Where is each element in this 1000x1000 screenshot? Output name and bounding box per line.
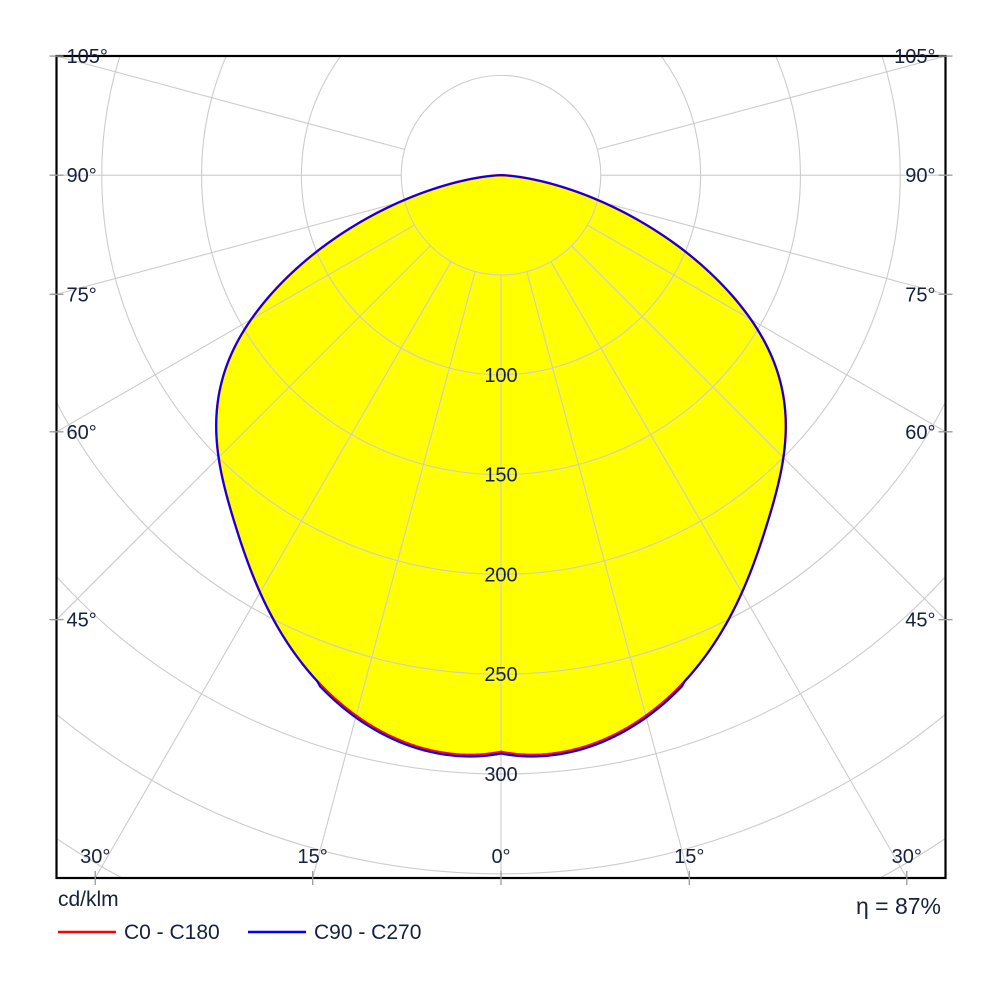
svg-text:90°: 90° bbox=[905, 165, 935, 187]
svg-text:cd/klm: cd/klm bbox=[58, 888, 119, 911]
svg-text:45°: 45° bbox=[905, 610, 935, 632]
svg-text:45°: 45° bbox=[67, 610, 97, 632]
svg-text:150: 150 bbox=[484, 465, 517, 487]
svg-text:η = 87%: η = 87% bbox=[856, 893, 941, 919]
svg-text:15°: 15° bbox=[674, 846, 704, 868]
svg-text:200: 200 bbox=[484, 564, 517, 586]
svg-text:100: 100 bbox=[484, 365, 517, 387]
svg-text:60°: 60° bbox=[67, 422, 97, 444]
svg-text:250: 250 bbox=[484, 664, 517, 686]
svg-text:C90 - C270: C90 - C270 bbox=[314, 921, 421, 944]
svg-text:C0 - C180: C0 - C180 bbox=[124, 921, 220, 944]
svg-text:0°: 0° bbox=[491, 846, 510, 868]
svg-text:300: 300 bbox=[484, 764, 517, 786]
svg-text:75°: 75° bbox=[905, 284, 935, 306]
svg-text:30°: 30° bbox=[892, 846, 922, 868]
svg-text:60°: 60° bbox=[905, 422, 935, 444]
svg-text:15°: 15° bbox=[298, 846, 328, 868]
svg-text:90°: 90° bbox=[67, 165, 97, 187]
svg-text:105°: 105° bbox=[67, 46, 108, 68]
svg-text:30°: 30° bbox=[80, 846, 110, 868]
svg-text:105°: 105° bbox=[894, 46, 935, 68]
svg-text:75°: 75° bbox=[67, 284, 97, 306]
